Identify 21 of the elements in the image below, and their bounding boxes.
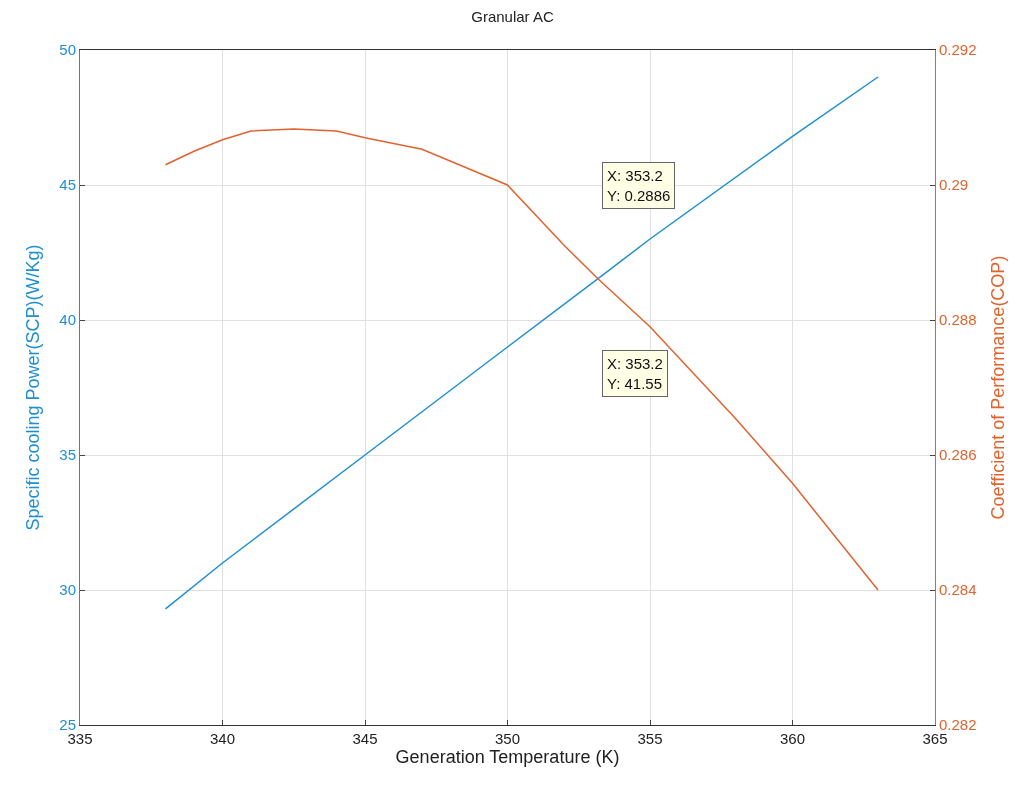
x-tick-label: 355	[637, 730, 663, 747]
y2-tick-label: 0.292	[939, 41, 977, 59]
y-tick-label: 35	[59, 446, 76, 464]
annotation: X: 353.2 Y: 0.2886	[607, 167, 671, 204]
x-tick-label: 350	[494, 730, 521, 747]
y-tick-label: 50	[59, 41, 76, 59]
x-tick-label: 360	[779, 730, 806, 747]
y-tick-label: 40	[59, 311, 76, 329]
y-tick-label: 30	[59, 581, 76, 599]
y-axis-title: Specific cooling Power(SCP)(W/Kg)	[22, 244, 43, 531]
y2-tick-label: 0.288	[939, 311, 977, 329]
chart-title: Granular AC	[471, 8, 554, 26]
x-tick-label: 345	[352, 730, 378, 747]
x-axis-title: Generation Temperature (K)	[395, 747, 620, 768]
y2-axis-title: Coefficient of Performance(COP)	[987, 255, 1008, 520]
y2-tick-label: 0.284	[939, 581, 977, 599]
y2-tick-label: 0.286	[939, 446, 977, 464]
x-tick-label: 340	[209, 730, 236, 747]
y-tick-label: 45	[59, 176, 76, 194]
annotation: X: 353.2 Y: 41.55	[607, 355, 663, 392]
y2-tick-label: 0.29	[939, 176, 969, 194]
